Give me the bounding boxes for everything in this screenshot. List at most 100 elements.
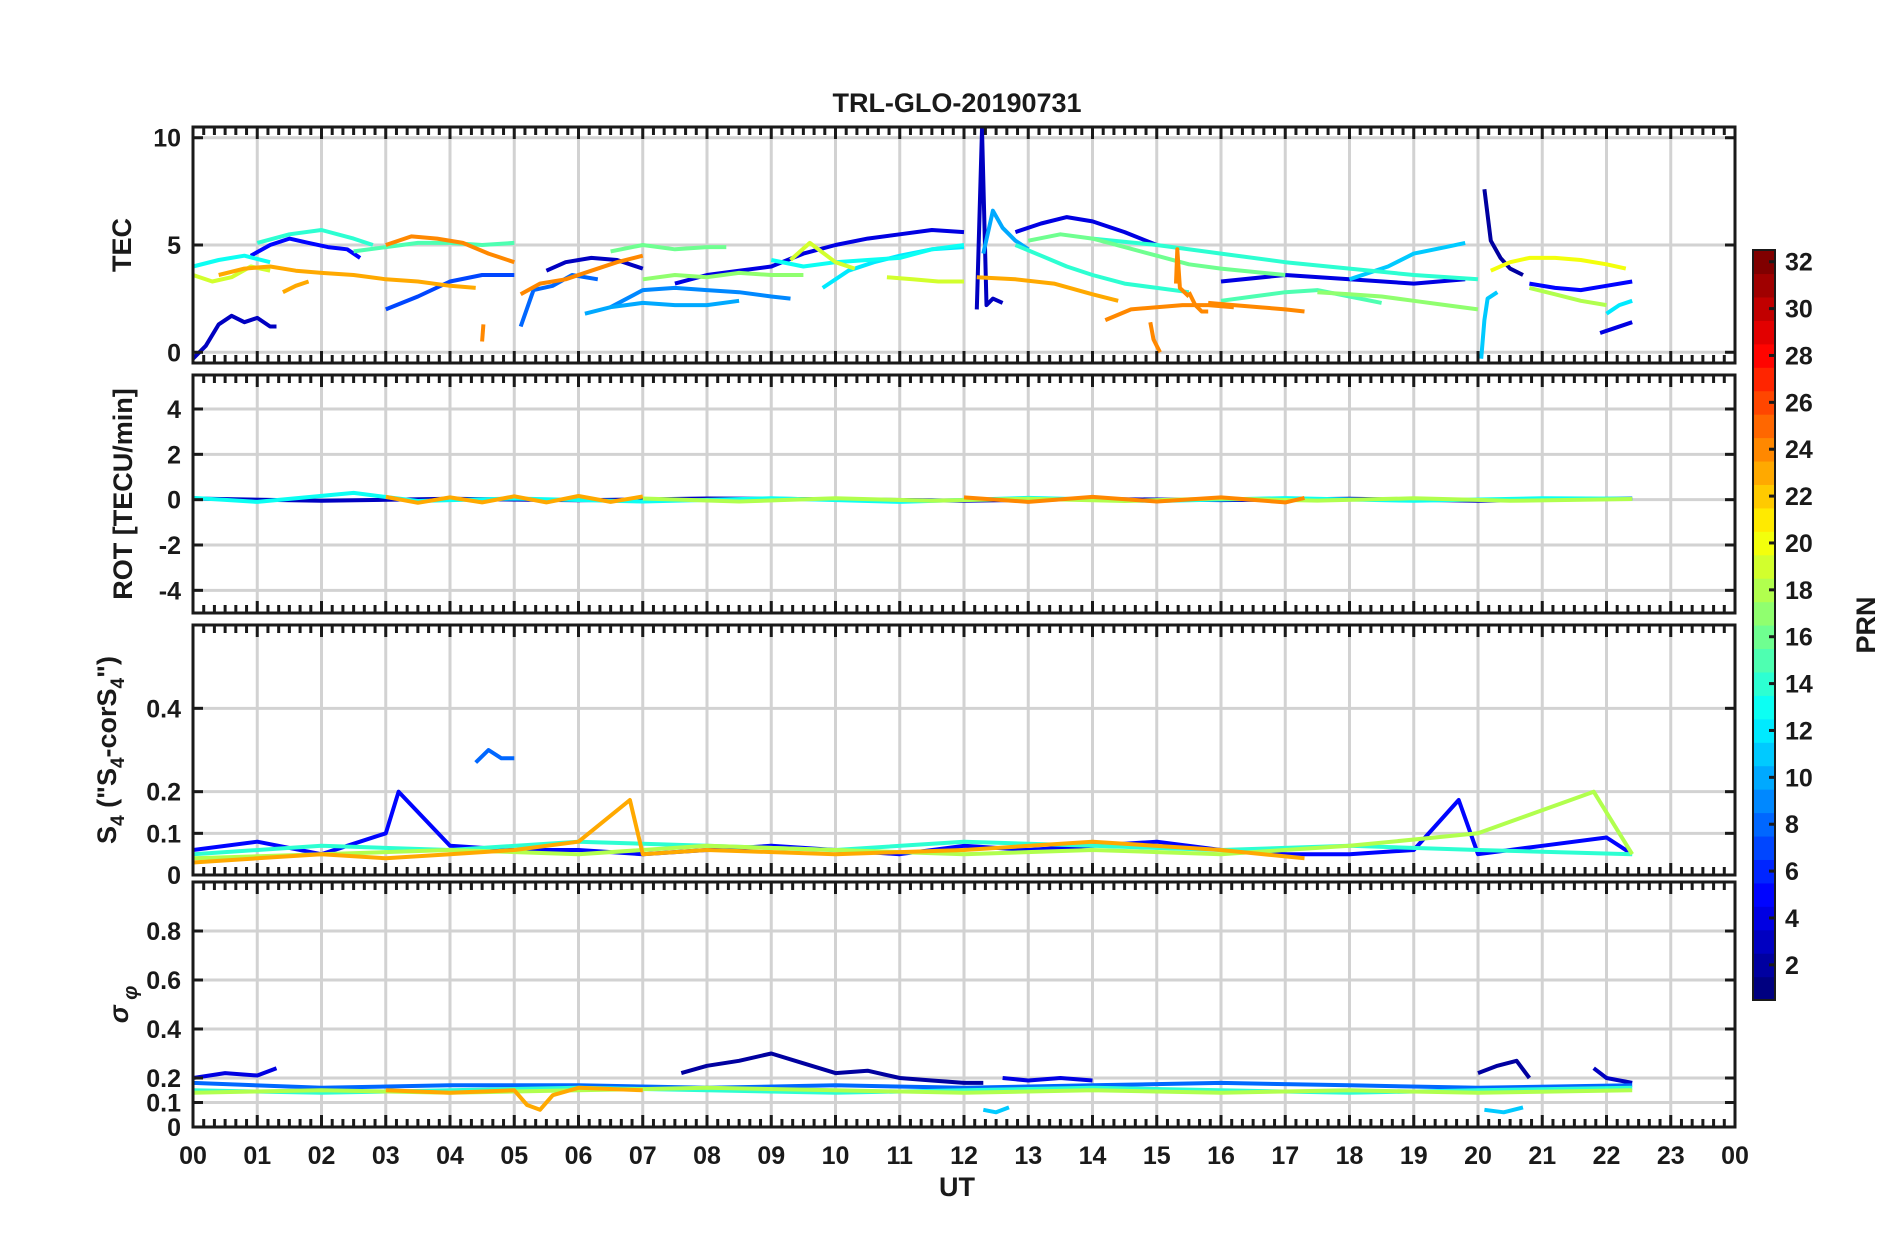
colorbar-bin bbox=[1753, 390, 1775, 415]
x-tick-label: 02 bbox=[308, 1142, 336, 1170]
series-prn-8 bbox=[474, 748, 515, 764]
colorbar-bin bbox=[1753, 929, 1775, 954]
colorbar-tick-label: 2 bbox=[1785, 952, 1799, 980]
x-tick-label: 00 bbox=[1721, 1142, 1749, 1170]
y-tick-label: 0.1 bbox=[146, 1090, 181, 1118]
colorbar-tick-label: 18 bbox=[1785, 577, 1813, 605]
y-axis-label: ROT [TECU/min] bbox=[108, 388, 138, 599]
series-prn-24 bbox=[1208, 300, 1305, 314]
colorbar-bin bbox=[1753, 718, 1775, 743]
y-tick-label: 4 bbox=[167, 396, 181, 424]
series-prn-17 bbox=[1317, 290, 1479, 312]
series-prn-24 bbox=[1174, 247, 1191, 298]
y-tick-label: 0.2 bbox=[146, 1065, 181, 1093]
series-prn-3 bbox=[545, 255, 644, 273]
colorbar-bin bbox=[1753, 343, 1775, 368]
colorbar-bin bbox=[1753, 601, 1775, 626]
series-prn-15 bbox=[1220, 288, 1382, 305]
x-axis-label: UT bbox=[939, 1172, 975, 1202]
colorbar-bin bbox=[1753, 273, 1775, 298]
colorbar-bin bbox=[1753, 414, 1775, 439]
colorbar-bin bbox=[1753, 460, 1775, 485]
panel-3: 0 0.1 0.2 0.4 S4 ("S4-corS4") bbox=[92, 623, 1737, 890]
series-prn-2 bbox=[680, 1051, 984, 1085]
series-prn-20 bbox=[1489, 255, 1627, 273]
series-prn-24 bbox=[519, 253, 644, 297]
y-tick-label: 0 bbox=[167, 862, 181, 890]
x-tick-label: 15 bbox=[1143, 1142, 1171, 1170]
colorbar-bin bbox=[1753, 648, 1775, 673]
x-tick-labels: 00 01 02 03 04 05 06 07 08 09 10 11 12 13 14 15 16 17 18 19… bbox=[179, 1142, 1749, 1170]
series-prn-10 bbox=[584, 298, 740, 316]
x-tick-label: 08 bbox=[693, 1142, 721, 1170]
colorbar-label: PRN bbox=[1851, 596, 1881, 653]
colorbar-bin bbox=[1753, 625, 1775, 650]
y-tick-label: 2 bbox=[167, 441, 181, 469]
colorbar-bin bbox=[1753, 367, 1775, 392]
series-prn-4 bbox=[193, 1066, 278, 1080]
x-tick-label: 17 bbox=[1271, 1142, 1299, 1170]
panel-3-series bbox=[193, 748, 1634, 865]
colorbar-bin bbox=[1753, 554, 1775, 579]
colorbar-bin bbox=[1753, 296, 1775, 321]
y-axis-label: S4 ("S4-corS4") bbox=[92, 656, 129, 844]
x-tick-label: 11 bbox=[887, 1142, 914, 1170]
x-tick-label: 01 bbox=[243, 1142, 271, 1170]
colorbar-tick-label: 26 bbox=[1785, 389, 1813, 417]
series-prn-11 bbox=[982, 1105, 1010, 1115]
colorbar-tick-label: 22 bbox=[1785, 483, 1813, 511]
series-prn-3 bbox=[193, 313, 277, 361]
colorbar-bin bbox=[1753, 882, 1775, 907]
colorbar-bin bbox=[1753, 695, 1775, 720]
series-prn-8 bbox=[193, 1080, 1633, 1090]
series-prn-24 bbox=[1104, 303, 1234, 322]
colorbar-bin bbox=[1753, 484, 1775, 509]
x-tick-label: 10 bbox=[822, 1142, 850, 1170]
series-prn-24 bbox=[1187, 291, 1209, 314]
colorbar-bin bbox=[1753, 789, 1775, 814]
colorbar-bin bbox=[1753, 835, 1775, 860]
colorbar-tick-label: 32 bbox=[1785, 249, 1813, 277]
x-tick-label: 20 bbox=[1464, 1142, 1492, 1170]
colorbar-frame bbox=[1752, 249, 1776, 1001]
x-tick-label: 14 bbox=[1079, 1142, 1107, 1170]
x-tick-label: 16 bbox=[1207, 1142, 1235, 1170]
x-tick-label: 04 bbox=[436, 1142, 464, 1170]
colorbar-bin bbox=[1753, 671, 1775, 696]
colorbar-tick-label: 30 bbox=[1785, 296, 1813, 324]
series-prn-17 bbox=[642, 270, 804, 282]
series-prn-24 bbox=[963, 494, 1305, 505]
colorbar-bin bbox=[1753, 976, 1775, 1001]
series-prn-4 bbox=[1002, 1076, 1093, 1083]
colorbar-bin bbox=[1753, 507, 1775, 532]
y-tick-label: 0.6 bbox=[146, 967, 181, 995]
x-tick-label: 12 bbox=[950, 1142, 978, 1170]
series-prn-23 bbox=[385, 1085, 643, 1112]
panel-1: 0 5 10 TEC bbox=[107, 125, 1737, 367]
colorbar-tick-label: 14 bbox=[1785, 671, 1813, 699]
y-tick-label: -2 bbox=[159, 532, 181, 560]
y-tick-label: 0 bbox=[167, 1114, 181, 1142]
series-prn-23 bbox=[282, 279, 310, 294]
y-tick-label: 0.4 bbox=[146, 695, 181, 723]
series-prn-5 bbox=[1529, 279, 1633, 293]
series-prn-9 bbox=[609, 285, 791, 309]
x-tick-label: 23 bbox=[1657, 1142, 1685, 1170]
x-tick-label: 21 bbox=[1528, 1142, 1556, 1170]
series-prn-24 bbox=[1148, 321, 1162, 354]
series-prn-24 bbox=[385, 234, 515, 265]
colorbar-tick-label: 28 bbox=[1785, 342, 1813, 370]
series-prn-3 bbox=[1592, 1066, 1633, 1085]
y-tick-label: 0 bbox=[167, 339, 181, 367]
x-tick-label: 07 bbox=[629, 1142, 657, 1170]
panel-2: -4 -2 0 2 4 ROT [TECU/min] bbox=[108, 373, 1737, 615]
y-tick-label: 0.4 bbox=[146, 1016, 181, 1044]
series-prn-23 bbox=[385, 494, 644, 505]
series-prn-23 bbox=[218, 264, 476, 290]
series-prn-4 bbox=[1599, 320, 1633, 335]
colorbar-tick-label: 20 bbox=[1785, 530, 1813, 558]
y-tick-label: 0.8 bbox=[146, 918, 181, 946]
colorbar-bin bbox=[1753, 765, 1775, 790]
y-tick-label: 0.2 bbox=[146, 779, 181, 807]
